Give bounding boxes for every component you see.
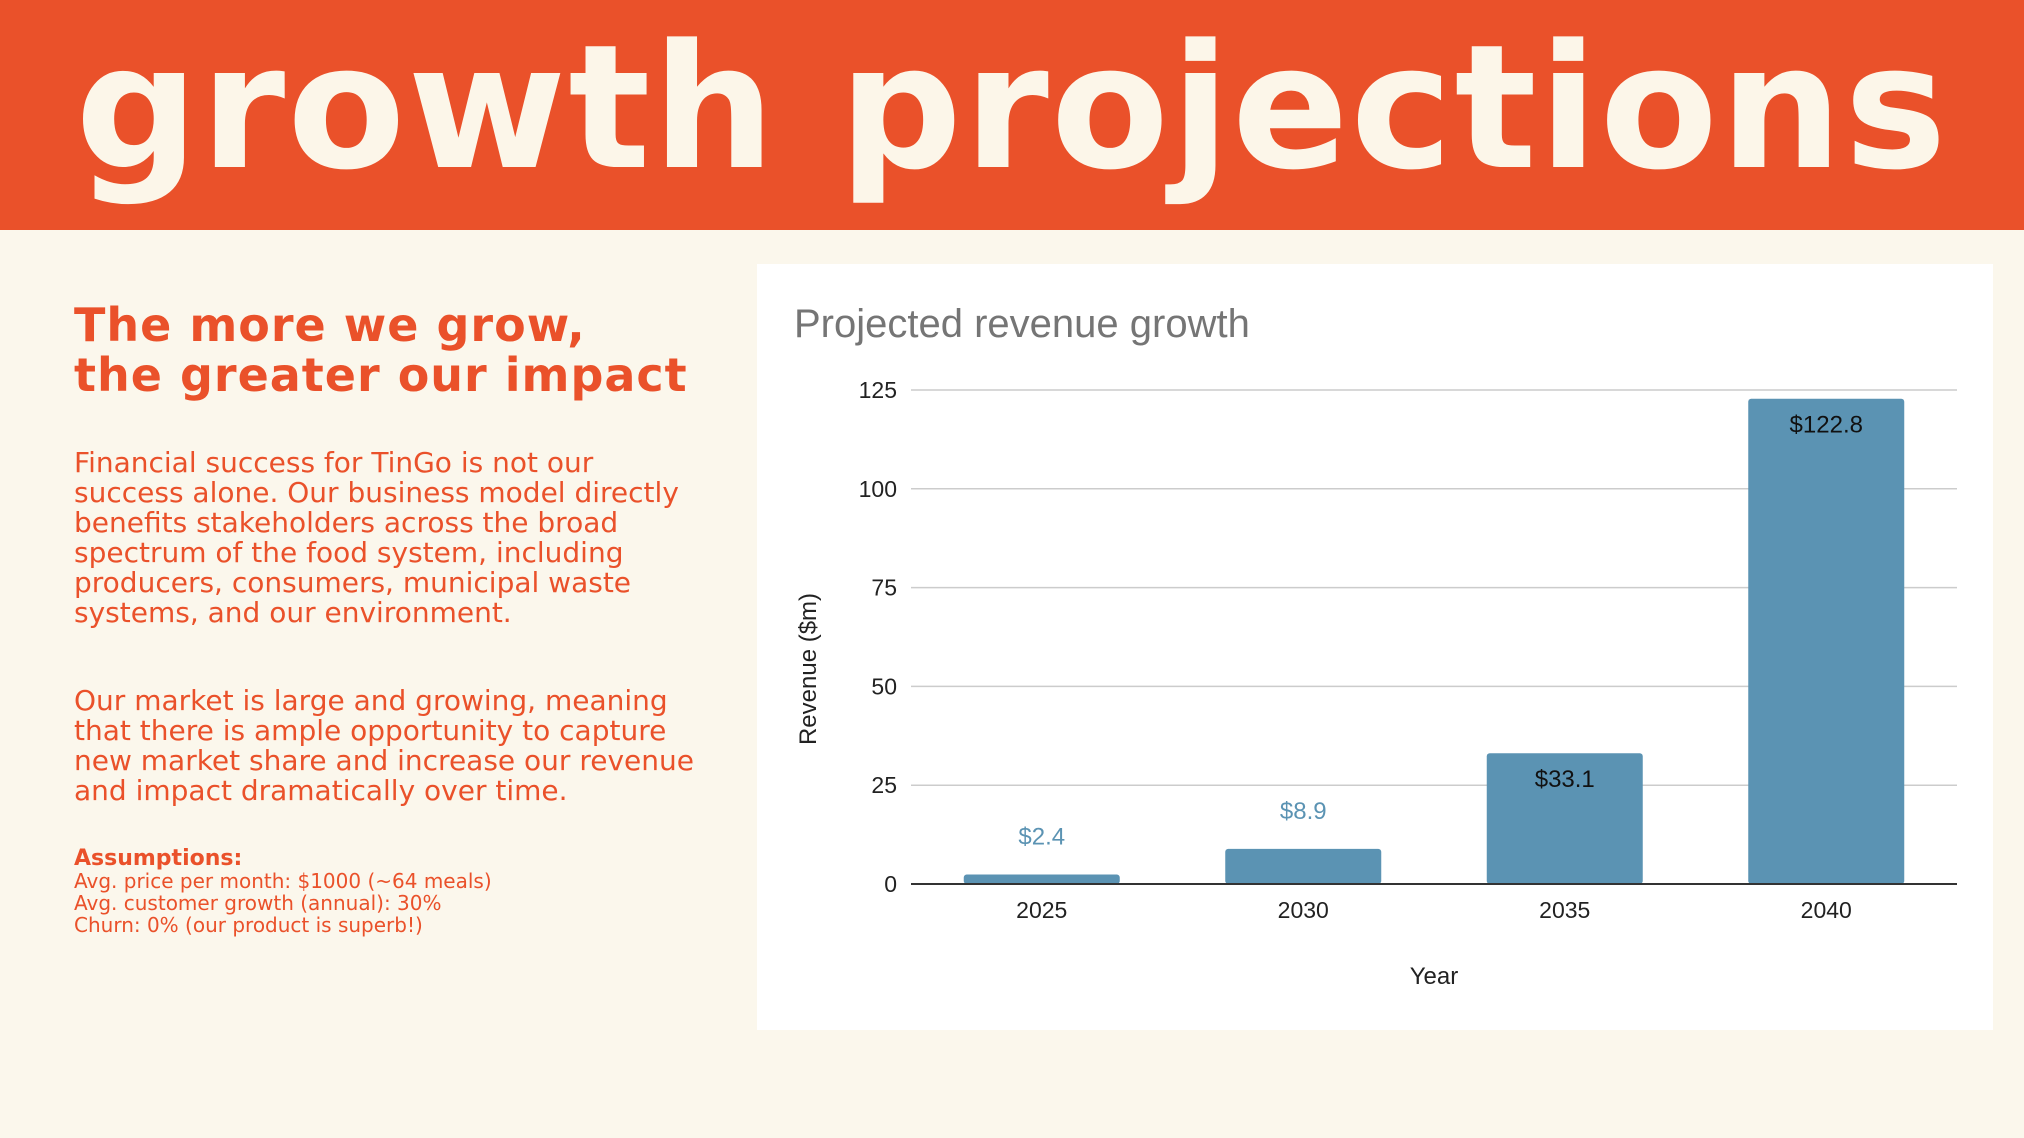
data-label: $33.1: [1535, 766, 1595, 793]
y-tick-label: 50: [871, 673, 897, 699]
assumption-item: Avg. price per month: $1000 (~64 meals): [74, 869, 492, 893]
data-label: $8.9: [1280, 798, 1327, 825]
title-banner: growth projections: [0, 0, 2024, 230]
bar-2025: [963, 874, 1120, 884]
x-tick-label: 2035: [1539, 897, 1590, 923]
x-tick-label: 2030: [1278, 897, 1329, 923]
assumption-item: Avg. customer growth (annual): 30%: [74, 891, 442, 915]
chart-title: Projected revenue growth: [794, 302, 1250, 346]
bar-2030: [1225, 848, 1382, 884]
paragraph-financial-success: Financial success for TinGo is not our s…: [74, 446, 679, 629]
x-axis-title: Year: [1410, 963, 1459, 990]
bar-2035: [1486, 753, 1643, 884]
page-title: growth projections: [75, 7, 1949, 208]
y-tick-label: 0: [884, 871, 897, 897]
assumption-item: Churn: 0% (our product is superb!): [74, 913, 423, 937]
data-label: $2.4: [1018, 824, 1065, 851]
bar-2040: [1748, 398, 1905, 884]
y-tick-label: 75: [871, 575, 897, 601]
headline-line-2: the greater our impact: [74, 348, 688, 402]
revenue-bar-chart: 0 25 50 75 100 125 $2.4 2025 $8.9 2030 $33.1 2035 $1…: [795, 377, 1957, 990]
paragraph-market: Our market is large and growing, meaning…: [74, 684, 694, 807]
assumptions-title: Assumptions:: [74, 846, 243, 871]
headline-line-1: The more we grow,: [74, 298, 586, 352]
headline: The more we grow, the greater our impact: [74, 300, 694, 400]
assumptions-block: Assumptions: Avg. price per month: $1000…: [74, 846, 694, 937]
y-tick-label: 125: [859, 377, 897, 403]
x-tick-label: 2040: [1801, 897, 1852, 923]
x-tick-label: 2025: [1016, 897, 1067, 923]
y-axis-title: Revenue ($m): [795, 593, 822, 745]
y-tick-label: 25: [871, 772, 897, 798]
chart-card: Projected revenue growth 0 25 50 75 100 125 $2…: [757, 264, 1993, 1030]
text-panel: The more we grow, the greater our impact…: [74, 300, 694, 936]
y-tick-label: 100: [859, 476, 897, 502]
data-label: $122.8: [1790, 412, 1863, 439]
